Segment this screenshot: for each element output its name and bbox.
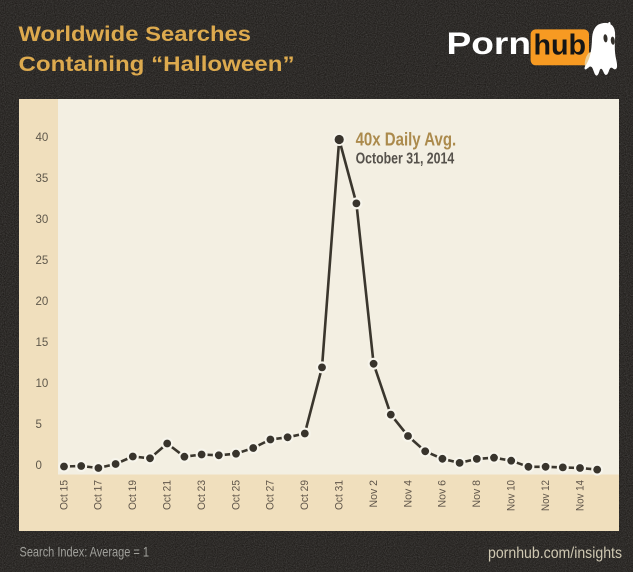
svg-text:Nov 4: Nov 4 xyxy=(402,480,414,508)
svg-text:Oct 21: Oct 21 xyxy=(162,480,174,510)
svg-text:10: 10 xyxy=(36,378,49,390)
svg-text:30: 30 xyxy=(36,214,49,226)
svg-text:Oct 15: Oct 15 xyxy=(58,480,70,510)
svg-text:Nov 12: Nov 12 xyxy=(540,480,552,511)
svg-text:15: 15 xyxy=(36,337,49,349)
svg-text:Nov 14: Nov 14 xyxy=(574,480,586,511)
svg-text:Search Index: Average = 1: Search Index: Average = 1 xyxy=(20,544,150,560)
svg-text:hub: hub xyxy=(534,30,587,62)
svg-text:Oct 25: Oct 25 xyxy=(230,480,242,510)
svg-text:20: 20 xyxy=(36,296,49,308)
svg-text:pornhub.com/insights: pornhub.com/insights xyxy=(488,545,622,562)
svg-text:0: 0 xyxy=(36,460,42,472)
svg-text:35: 35 xyxy=(36,173,49,185)
svg-text:Oct 29: Oct 29 xyxy=(299,480,311,510)
svg-text:Oct 31: Oct 31 xyxy=(334,480,346,510)
svg-text:Nov 6: Nov 6 xyxy=(437,480,449,508)
svg-text:Oct 23: Oct 23 xyxy=(196,480,208,510)
svg-text:Oct 27: Oct 27 xyxy=(265,480,277,510)
svg-text:Nov 2: Nov 2 xyxy=(368,480,380,508)
svg-text:40: 40 xyxy=(36,132,49,144)
svg-text:40x Daily Avg.: 40x Daily Avg. xyxy=(356,130,457,150)
svg-text:Oct 19: Oct 19 xyxy=(127,480,139,510)
svg-text:October 31, 2014: October 31, 2014 xyxy=(356,151,455,168)
svg-text:Nov 8: Nov 8 xyxy=(471,480,483,508)
svg-text:Nov 10: Nov 10 xyxy=(506,480,518,511)
svg-text:5: 5 xyxy=(36,419,42,431)
svg-text:Oct 17: Oct 17 xyxy=(93,480,105,510)
svg-text:25: 25 xyxy=(36,255,49,267)
svg-text:Containing “Halloween”: Containing “Halloween” xyxy=(19,53,295,76)
svg-text:Porn: Porn xyxy=(447,25,532,61)
svg-text:Worldwide Searches: Worldwide Searches xyxy=(19,23,252,46)
